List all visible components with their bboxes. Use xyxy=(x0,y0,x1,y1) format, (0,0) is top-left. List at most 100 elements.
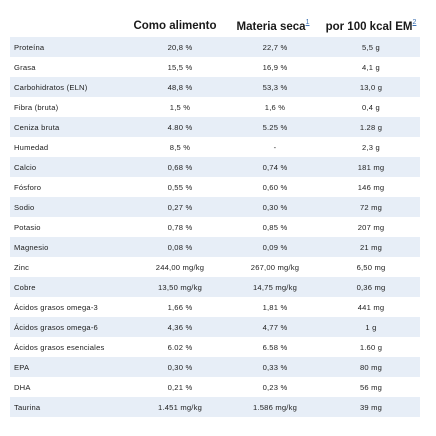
value-as-fed: 0,68 % xyxy=(132,157,228,177)
value-as-fed: 48,8 % xyxy=(132,77,228,97)
table-row: Grasa 15,5 % 16,9 % 4,1 g xyxy=(10,57,420,77)
table-row: Cobre 13,50 mg/kg 14,75 mg/kg 0,36 mg xyxy=(10,277,420,297)
value-per-100-kcal: 0,36 mg xyxy=(322,277,420,297)
nutrient-label: Ceniza bruta xyxy=(10,117,132,137)
value-as-fed: 0,30 % xyxy=(132,357,228,377)
table-header: Como alimento Materia seca1 por 100 kcal… xyxy=(0,14,436,34)
footnote-link-2[interactable]: 2 xyxy=(412,19,417,26)
value-dry-matter: 0,85 % xyxy=(262,222,288,232)
column-header-dry-matter: Materia seca1 xyxy=(227,19,319,33)
nutrient-label: Fibra (bruta) xyxy=(14,102,59,112)
value-dry-matter: 1,6 % xyxy=(264,102,286,112)
value-per-100-kcal: 1.28 g xyxy=(322,117,420,137)
table-row: Potasio 0,78 % 0,85 % 207 mg xyxy=(10,217,420,237)
value-dry-matter: 0,09 % xyxy=(228,237,322,257)
table-row: Humedad 8,5 % - 2,3 g xyxy=(10,137,420,157)
table-row: Ceniza bruta 4.80 % 5.25 % 1.28 g xyxy=(10,117,420,137)
footnote-link-1[interactable]: 1 xyxy=(305,19,310,26)
value-per-100-kcal: 21 mg xyxy=(322,237,420,257)
nutrient-label: Taurina xyxy=(10,397,132,417)
value-per-100-kcal: 80 mg xyxy=(322,357,420,377)
table-row: Zinc 244,00 mg/kg 267,00 mg/kg 6,50 mg xyxy=(10,257,420,277)
value-as-fed: 15,5 % xyxy=(167,62,193,72)
value-as-fed: 6.02 % xyxy=(167,342,193,352)
column-header-per-100-kcal: por 100 kcal EM2 xyxy=(322,19,420,33)
value-dry-matter: 6.58 % xyxy=(262,342,288,352)
value-as-fed: 20,8 % xyxy=(132,37,228,57)
nutrient-label: Magnesio xyxy=(10,237,132,257)
table-row: Fibra (bruta) 1,5 % 1,6 % 0,4 g xyxy=(10,97,420,117)
value-dry-matter: 22,7 % xyxy=(228,37,322,57)
value-as-fed: 1.451 mg/kg xyxy=(132,397,228,417)
value-dry-matter: 16,9 % xyxy=(262,62,288,72)
table-row: DHA 0,21 % 0,23 % 56 mg xyxy=(10,377,420,397)
value-dry-matter: 14,75 mg/kg xyxy=(228,277,322,297)
value-as-fed: 4,36 % xyxy=(132,317,228,337)
column-header-as-fed: Como alimento xyxy=(133,20,217,32)
nutrient-label: Ácidos grasos omega-3 xyxy=(14,302,98,312)
value-per-100-kcal: 56 mg xyxy=(359,382,383,392)
value-as-fed: 8,5 % xyxy=(169,142,191,152)
nutrient-label: DHA xyxy=(14,382,31,392)
nutrient-label: Grasa xyxy=(14,62,36,72)
nutrient-label: Ácidos grasos omega-6 xyxy=(10,317,132,337)
value-per-100-kcal: 2,3 g xyxy=(362,142,380,152)
table-row: EPA 0,30 % 0,33 % 80 mg xyxy=(10,357,420,377)
value-dry-matter: 1.586 mg/kg xyxy=(228,397,322,417)
table-row: Magnesio 0,08 % 0,09 % 21 mg xyxy=(10,237,420,257)
nutrient-label: Ácidos grasos esenciales xyxy=(14,342,105,352)
nutrient-label: Sodio xyxy=(10,197,132,217)
value-per-100-kcal: 4,1 g xyxy=(362,62,380,72)
nutrient-label: Carbohidratos (ELN) xyxy=(10,77,132,97)
table-row: Fósforo 0,55 % 0,60 % 146 mg xyxy=(10,177,420,197)
value-dry-matter: - xyxy=(273,142,277,152)
value-per-100-kcal: 1 g xyxy=(322,317,420,337)
value-per-100-kcal: 39 mg xyxy=(322,397,420,417)
column-header-per-100-kcal-label: por 100 kcal EM xyxy=(325,20,413,33)
value-as-fed: 0,55 % xyxy=(167,182,193,192)
value-per-100-kcal: 146 mg xyxy=(357,182,385,192)
nutrient-label: EPA xyxy=(10,357,132,377)
value-per-100-kcal: 207 mg xyxy=(357,222,385,232)
value-as-fed: 0,27 % xyxy=(132,197,228,217)
nutrient-label: Calcio xyxy=(10,157,132,177)
value-dry-matter: 4,77 % xyxy=(228,317,322,337)
nutrient-label: Fósforo xyxy=(14,182,42,192)
value-dry-matter: 0,23 % xyxy=(262,382,288,392)
value-dry-matter: 0,74 % xyxy=(228,157,322,177)
column-header-dry-matter-label: Materia seca xyxy=(236,20,306,33)
value-dry-matter: 53,3 % xyxy=(228,77,322,97)
value-per-100-kcal: 181 mg xyxy=(322,157,420,177)
value-as-fed: 0,08 % xyxy=(132,237,228,257)
value-per-100-kcal: 13,0 g xyxy=(322,77,420,97)
value-as-fed: 4.80 % xyxy=(132,117,228,137)
nutrient-label: Zinc xyxy=(14,262,30,272)
value-as-fed: 1,66 % xyxy=(167,302,193,312)
value-as-fed: 0,21 % xyxy=(167,382,193,392)
value-as-fed: 13,50 mg/kg xyxy=(132,277,228,297)
value-dry-matter: 0,33 % xyxy=(228,357,322,377)
value-per-100-kcal: 1.60 g xyxy=(359,342,383,352)
value-dry-matter: 0,60 % xyxy=(262,182,288,192)
value-per-100-kcal: 6,50 mg xyxy=(356,262,386,272)
table-row: Calcio 0,68 % 0,74 % 181 mg xyxy=(10,157,420,177)
value-dry-matter: 267,00 mg/kg xyxy=(250,262,300,272)
table-row: Ácidos grasos esenciales 6.02 % 6.58 % 1.60… xyxy=(10,337,420,357)
value-per-100-kcal: 0,4 g xyxy=(362,102,380,112)
table-row: Carbohidratos (ELN) 48,8 % 53,3 % 13,0 g xyxy=(10,77,420,97)
table-row: Ácidos grasos omega-3 1,66 % 1,81 % 441 mg xyxy=(10,297,420,317)
value-as-fed: 1,5 % xyxy=(169,102,191,112)
value-per-100-kcal: 441 mg xyxy=(357,302,385,312)
table-row: Proteína 20,8 % 22,7 % 5,5 g xyxy=(10,37,420,57)
table-row: Taurina 1.451 mg/kg 1.586 mg/kg 39 mg xyxy=(10,397,420,417)
value-as-fed: 0,78 % xyxy=(167,222,193,232)
nutrient-label: Proteína xyxy=(10,37,132,57)
value-dry-matter: 0,30 % xyxy=(228,197,322,217)
value-per-100-kcal: 5,5 g xyxy=(322,37,420,57)
table-row: Ácidos grasos omega-6 4,36 % 4,77 % 1 g xyxy=(10,317,420,337)
value-per-100-kcal: 72 mg xyxy=(322,197,420,217)
value-dry-matter: 1,81 % xyxy=(262,302,288,312)
value-as-fed: 244,00 mg/kg xyxy=(155,262,205,272)
nutrient-label: Cobre xyxy=(10,277,132,297)
